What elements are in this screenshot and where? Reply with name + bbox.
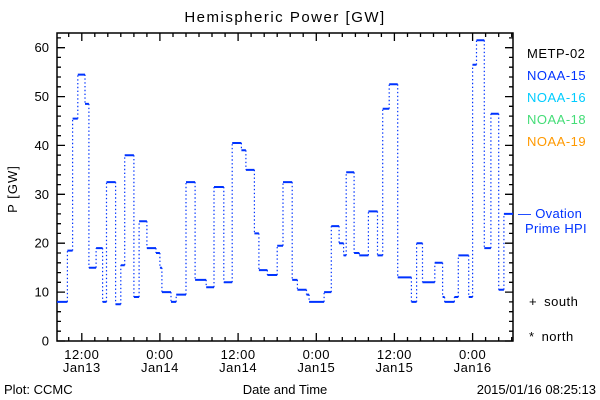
y-tick-label: 0 xyxy=(42,334,49,349)
legend-item-noaa-18: NOAA-18 xyxy=(527,112,587,127)
x-tick-label-time: 12:00 xyxy=(64,347,99,362)
x-tick-label-time: 12:00 xyxy=(221,347,256,362)
y-tick-label: 30 xyxy=(35,187,49,202)
asterisk-marker-icon: * xyxy=(529,329,535,344)
x-tick-label-date: Jan15 xyxy=(297,360,335,375)
axis-ticks xyxy=(57,33,513,342)
plot-timestamp: 2015/01/16 08:25:13 xyxy=(476,382,596,397)
hpi-step-connectors xyxy=(66,40,505,305)
x-tick-label-date: Jan16 xyxy=(454,360,492,375)
ovation-annotation-line2: Prime HPI xyxy=(525,221,587,236)
x-tick-label-time: 12:00 xyxy=(377,347,412,362)
satellite-legend: METP-02 NOAA-15 NOAA-16 NOAA-18 NOAA-19 xyxy=(527,43,586,153)
south-marker-label: south xyxy=(544,294,579,309)
plus-marker-icon: + xyxy=(529,294,538,309)
x-tick-label-date: Jan14 xyxy=(219,360,257,375)
ovation-annotation-line1: — Ovation xyxy=(518,206,583,221)
legend-dash-swatch: — xyxy=(518,206,532,221)
y-tick-label: 10 xyxy=(35,285,49,300)
north-marker-key: * north xyxy=(529,329,574,344)
y-tick-label: 50 xyxy=(35,89,49,104)
y-tick-label: 40 xyxy=(35,138,49,153)
x-tick-label-date: Jan14 xyxy=(141,360,179,375)
north-marker-label: north xyxy=(541,329,574,344)
ovation-annotation: — Ovation Prime HPI xyxy=(518,206,587,236)
legend-item-noaa-15: NOAA-15 xyxy=(527,68,587,83)
plot-source-label: Plot: CCMC xyxy=(4,382,73,397)
south-marker-key: + south xyxy=(529,294,578,309)
y-tick-label: 60 xyxy=(35,40,49,55)
hpi-step-segments xyxy=(57,39,513,306)
legend-item-metp-02: METP-02 xyxy=(527,46,586,61)
x-tick-label-time: 0:00 xyxy=(146,347,173,362)
x-tick-label-time: 0:00 xyxy=(459,347,486,362)
chart-title: Hemispheric Power [GW] xyxy=(184,9,386,26)
y-tick-label: 20 xyxy=(35,236,49,251)
x-tick-label-time: 0:00 xyxy=(303,347,330,362)
legend-item-noaa-16: NOAA-16 xyxy=(527,90,587,105)
x-axis-title: Date and Time xyxy=(242,382,328,397)
legend-item-noaa-19: NOAA-19 xyxy=(527,134,587,149)
x-tick-label-date: Jan15 xyxy=(375,360,413,375)
plot-border xyxy=(56,32,514,342)
y-axis-label: P [GW] xyxy=(5,165,20,213)
x-tick-label-date: Jan13 xyxy=(63,360,101,375)
